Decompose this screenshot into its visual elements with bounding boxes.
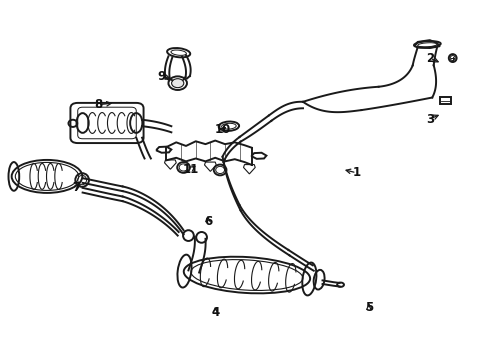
Text: 4: 4 bbox=[211, 306, 219, 319]
Text: 5: 5 bbox=[364, 301, 372, 314]
Text: 6: 6 bbox=[203, 215, 212, 228]
Text: 2: 2 bbox=[425, 51, 433, 64]
Text: 10: 10 bbox=[214, 123, 230, 136]
Ellipse shape bbox=[171, 79, 183, 87]
Text: 8: 8 bbox=[94, 98, 102, 111]
Text: 3: 3 bbox=[425, 113, 433, 126]
Text: 9: 9 bbox=[157, 69, 165, 82]
Text: 7: 7 bbox=[72, 181, 80, 194]
Text: 11: 11 bbox=[183, 163, 199, 176]
Text: 1: 1 bbox=[352, 166, 360, 179]
